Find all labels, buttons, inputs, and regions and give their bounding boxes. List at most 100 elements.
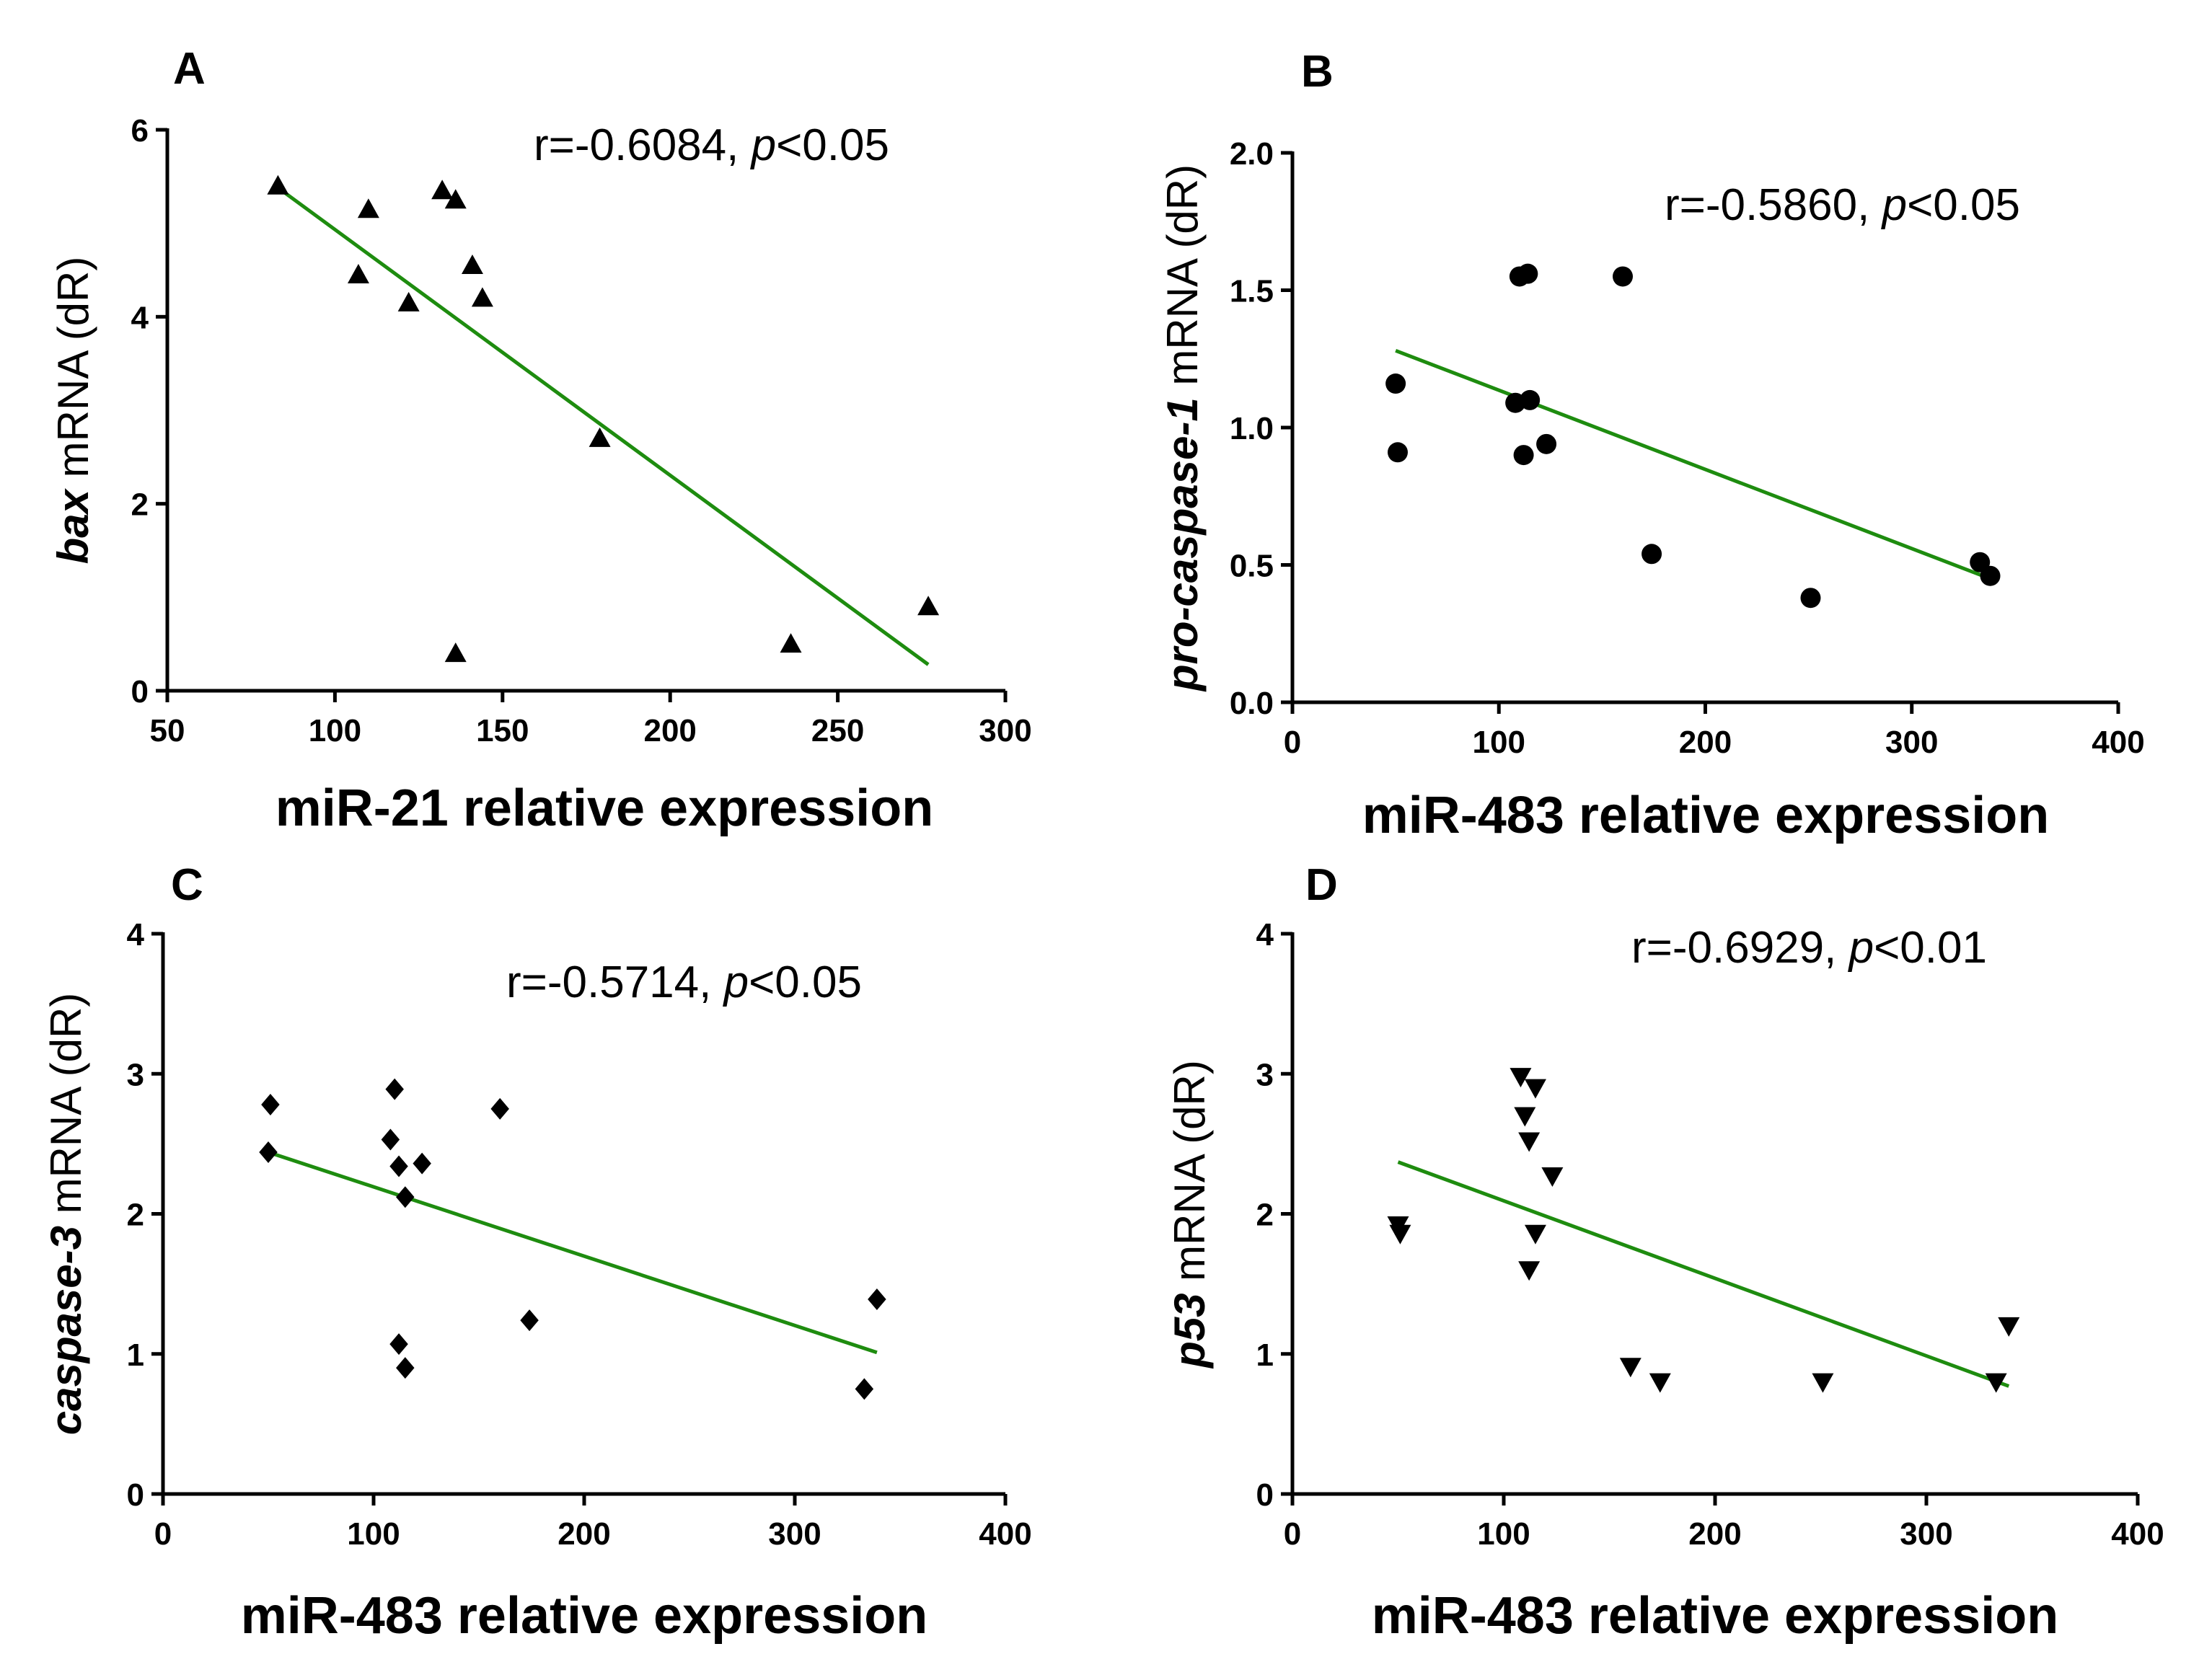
x-tick-label: 300 [1885,725,1938,760]
data-point [1641,544,1662,565]
data-point [389,1333,408,1356]
x-axis-label: miR-483 relative expression [241,1587,928,1645]
data-point [589,427,611,447]
y-tick-label: 3 [1256,1057,1274,1092]
data-point [381,1128,400,1151]
panel-b: B 0 100 200 300 400 0.0 0.5 1.0 1.5 2.0 miR-483 rel… [1158,47,2145,844]
y-tick-label: 1.5 [1230,274,1274,309]
data-point [1510,1068,1532,1088]
data-point [1536,433,1557,454]
regression-line [268,1150,878,1355]
data-point [1514,1107,1536,1127]
regression-line [276,186,930,666]
data-point [259,1141,278,1164]
data-point [385,1078,404,1100]
x-tick-label: 250 [811,713,864,748]
data-point [1980,565,2001,586]
data-point [1998,1317,2020,1337]
y-axis-label: p53 mRNA (dR) [1165,1060,1214,1369]
correlation-p-symbol: p [750,120,776,170]
data-point [1541,1167,1564,1188]
data-point [520,1309,539,1332]
x-axis-label: miR-21 relative expression [276,779,933,837]
data-point [431,180,454,200]
correlation-r: r=-0.5860, [1665,180,1882,230]
data-point [413,1152,431,1175]
y-tick-label: 3 [127,1057,144,1092]
correlation-annotation: r=-0.6929, p<0.01 [1631,923,1987,973]
correlation-p-value: <0.05 [776,120,889,170]
y-tick-label: 0 [127,1477,144,1513]
correlation-p-value: <0.01 [1874,923,1987,973]
y-axis-label-unit: mRNA (dR) [49,257,97,490]
y-tick-label: 0 [1256,1477,1274,1513]
panel-d: D 0 100 200 300 400 0 1 2 3 4 miR-483 relative expr… [1165,860,2164,1645]
x-tick-label: 300 [979,713,1031,748]
x-tick-label: 400 [979,1516,1031,1552]
y-tick-label: 6 [131,113,149,149]
data-point [1517,263,1538,284]
y-tick-label: 0 [131,674,149,709]
data-point [461,255,483,275]
data-point [267,174,289,195]
data-point [1619,1358,1641,1378]
data-point [347,263,369,283]
x-tick-label: 100 [1477,1516,1530,1552]
data-point [397,291,420,311]
x-axis-label: miR-483 relative expression [1372,1587,2059,1645]
data-point [1524,1079,1546,1099]
correlation-r: r=-0.5714, [506,958,724,1007]
x-tick-label: 0 [154,1516,172,1552]
regression-line [1395,348,1991,580]
y-axis-label: caspase-3 mRNA (dR) [42,993,90,1436]
x-tick-label: 200 [1679,725,1732,760]
x-tick-label: 100 [309,713,361,748]
x-tick-label: 0 [1284,1516,1301,1552]
y-axis-label-unit: mRNA (dR) [42,993,90,1226]
panel-letter: A [173,44,206,94]
data-point [261,1093,280,1115]
data-point [1518,1261,1541,1281]
y-tick-label: 2 [131,487,149,523]
data-point [1649,1373,1671,1393]
correlation-p-symbol: p [1848,923,1874,973]
data-point [444,189,467,209]
x-tick-label: 150 [476,713,529,748]
panel-letter: C [171,860,203,910]
y-tick-label: 1 [1256,1338,1274,1373]
y-axis-label-unit: mRNA (dR) [1165,1060,1214,1293]
y-tick-label: 1.0 [1230,411,1274,446]
correlation-r: r=-0.6929, [1631,923,1849,973]
y-tick-label: 1 [127,1338,144,1373]
x-tick-label: 100 [1473,725,1525,760]
panel-letter: D [1305,860,1338,910]
y-axis-label: bax mRNA (dR) [49,257,97,565]
x-tick-label: 50 [150,713,185,748]
y-tick-label: 4 [131,300,149,335]
data-point [868,1288,886,1310]
x-axis-label: miR-483 relative expression [1362,787,2050,844]
data-point [855,1378,874,1400]
data-point [1518,1132,1541,1152]
data-point [357,198,379,218]
data-point [1985,1373,2007,1393]
data-point [1385,373,1406,394]
panel-a: A 50 100 150 200 250 300 0 2 4 6 miR-21 relative ex… [49,44,1032,837]
y-tick-label: 2 [127,1198,144,1233]
y-axis-label: pro-caspase-1 mRNA (dR) [1158,164,1207,692]
data-point [1613,266,1633,287]
y-tick-label: 4 [1256,917,1274,952]
panel-c: C 0 100 200 300 400 0 1 2 3 4 miR-483 relative expr… [42,860,1032,1645]
y-axis-label-gene: bax [49,487,97,564]
correlation-annotation: r=-0.5860, p<0.05 [1665,180,2020,230]
x-tick-label: 200 [1688,1516,1741,1552]
correlation-p-value: <0.05 [749,958,862,1007]
correlation-r: r=-0.6084, [534,120,752,170]
correlation-p-symbol: p [723,958,749,1007]
correlation-annotation: r=-0.6084, p<0.05 [534,120,889,170]
data-point [1812,1373,1834,1393]
data-point [471,287,493,307]
y-tick-label: 2.0 [1230,136,1274,172]
data-point [396,1357,415,1379]
data-point [917,596,940,616]
